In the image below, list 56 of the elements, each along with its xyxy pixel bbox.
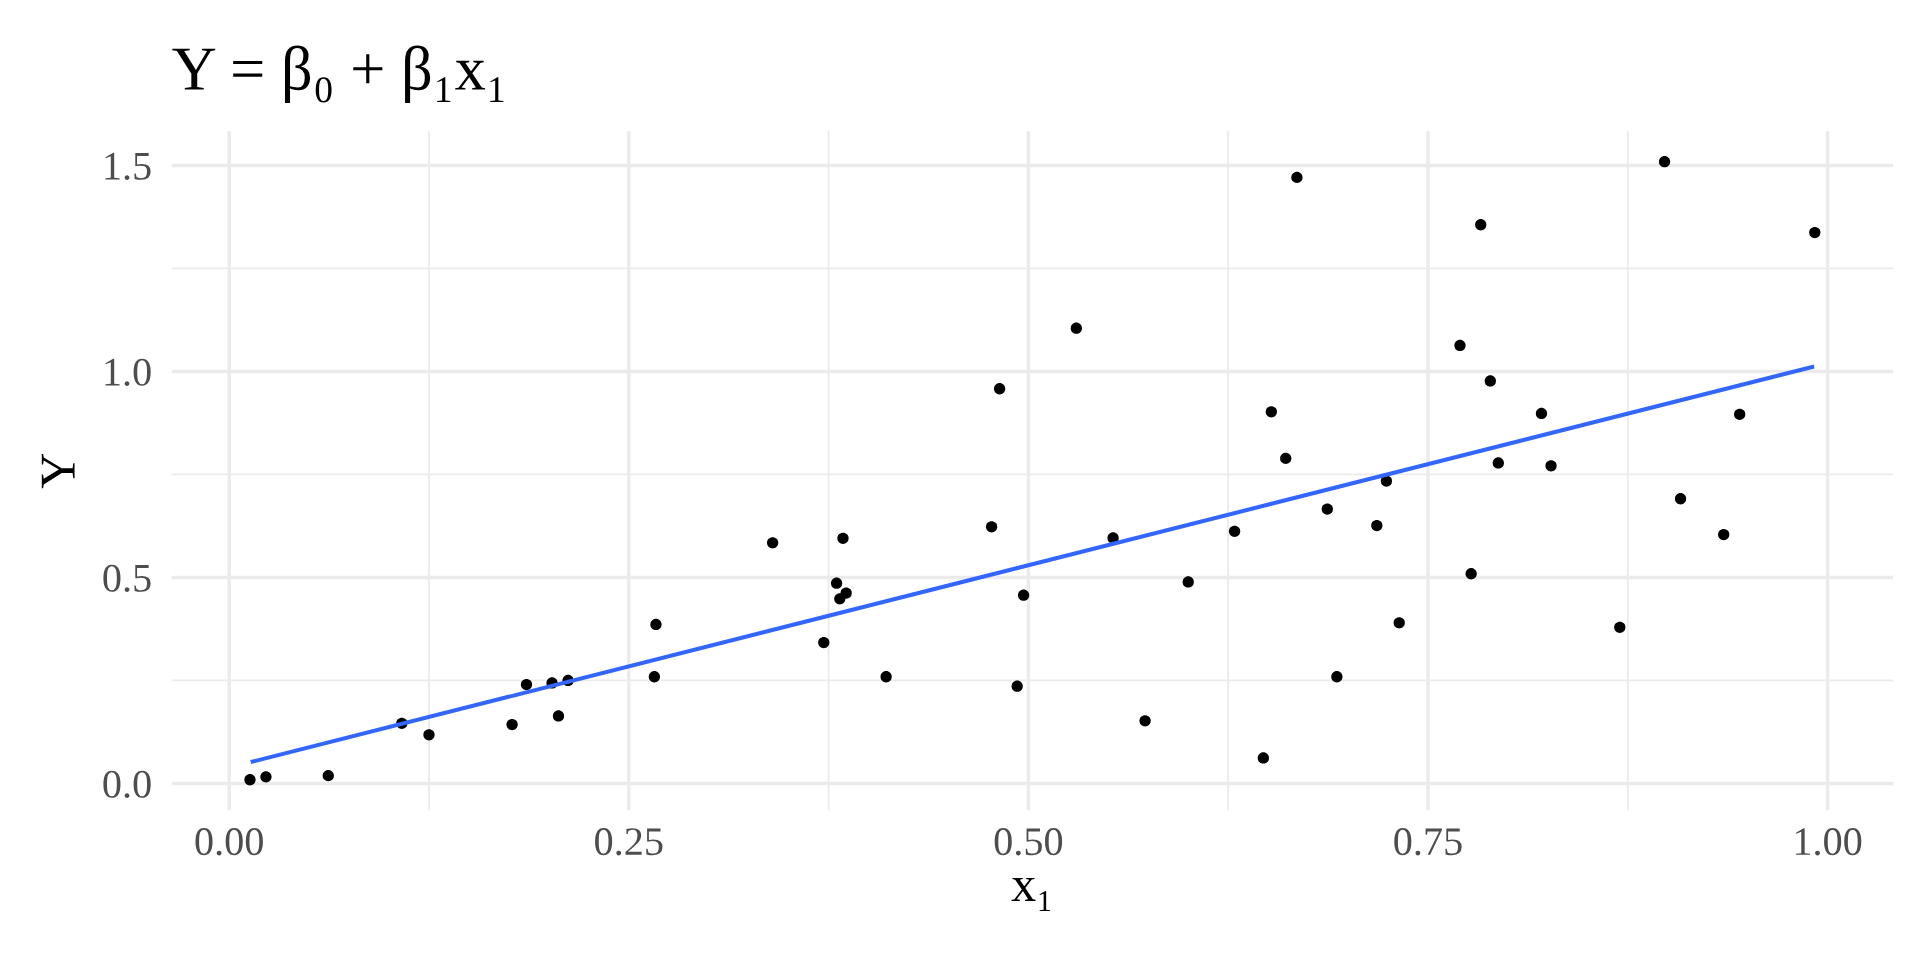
point (1465, 568, 1477, 580)
x-tick-label: 0.75 (1394, 828, 1462, 856)
point (506, 718, 518, 731)
point (1280, 452, 1292, 465)
point (1011, 680, 1023, 692)
point (1614, 621, 1626, 633)
point (837, 532, 849, 544)
point (1371, 519, 1383, 532)
point (244, 774, 256, 786)
point (423, 729, 435, 741)
y-tick-label: 1.5 (105, 152, 151, 180)
x-tick-label: 0.00 (195, 828, 263, 856)
point (818, 636, 830, 649)
x-tick-label: 0.25 (595, 828, 663, 856)
point (552, 710, 565, 722)
point (880, 671, 892, 683)
point (648, 671, 661, 683)
x-axis-title: x₁ (1011, 877, 1051, 911)
point (322, 769, 334, 782)
y-axis-title: Y (41, 453, 75, 489)
point (830, 577, 843, 589)
point (520, 678, 533, 691)
point (1475, 219, 1487, 231)
point (1228, 525, 1241, 537)
y-tick-label: 1.0 (105, 358, 151, 386)
point (1017, 589, 1030, 601)
chart-title: Y = β₀ + β₁x₁ (172, 45, 504, 103)
x-tick-label: 0.50 (994, 828, 1063, 856)
point (1291, 171, 1303, 184)
point (840, 587, 852, 599)
point (1492, 457, 1504, 469)
point (1321, 503, 1333, 515)
point (1484, 375, 1496, 387)
y-tick-label: 0.0 (103, 770, 151, 799)
point (767, 537, 779, 549)
point (1809, 226, 1821, 239)
point (1265, 406, 1277, 418)
point (1257, 752, 1269, 764)
point (1718, 528, 1730, 541)
x-tick-label: 1.00 (1795, 828, 1862, 856)
point (1454, 339, 1466, 352)
point (1545, 460, 1557, 472)
y-tick-label: 0.5 (103, 564, 151, 592)
point (993, 383, 1006, 395)
point (1182, 576, 1194, 588)
point (1139, 715, 1151, 727)
point (1535, 407, 1548, 420)
point (1331, 671, 1343, 683)
point (1393, 617, 1405, 629)
point (1674, 493, 1687, 505)
point (1070, 322, 1082, 334)
point (260, 771, 272, 783)
point (1658, 156, 1671, 168)
point (1734, 408, 1746, 420)
point (650, 618, 662, 631)
point (985, 521, 998, 533)
